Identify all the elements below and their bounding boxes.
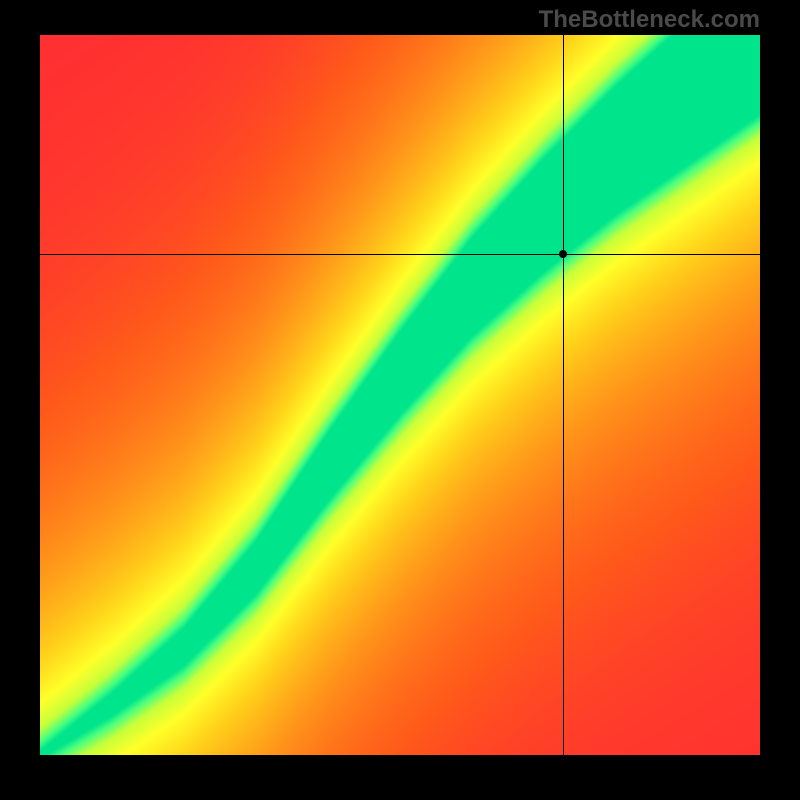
chart-container: TheBottleneck.com [0, 0, 800, 800]
heatmap-canvas [40, 35, 760, 755]
heatmap-plot [40, 35, 760, 755]
watermark-text: TheBottleneck.com [539, 6, 760, 34]
